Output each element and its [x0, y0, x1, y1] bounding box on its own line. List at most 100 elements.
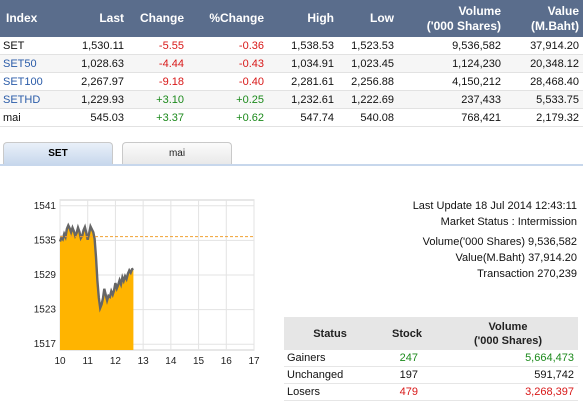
breadth-row-gainers: Gainers 247 5,664,473	[284, 350, 578, 367]
x-tick-label: 15	[193, 356, 205, 367]
breadth-stock-count: 479	[376, 383, 438, 401]
status-header: Status	[284, 317, 376, 350]
change-cell: -5.55	[128, 37, 188, 55]
last-cell: 1,229.93	[60, 90, 128, 109]
low-cell: 1,523.53	[338, 37, 398, 55]
y-tick-label: 1529	[34, 270, 57, 281]
change-cell: +3.37	[128, 108, 188, 127]
volume-cell: 9,536,582	[398, 37, 505, 55]
last-cell: 545.03	[60, 108, 128, 127]
high-cell: 2,281.61	[268, 72, 338, 91]
x-tick-label: 17	[248, 356, 260, 367]
col-index-header: Index	[0, 0, 60, 37]
chart-area-group	[58, 222, 254, 350]
col-high-header: High	[268, 0, 338, 37]
breadth-status-label: Unchanged	[284, 366, 376, 384]
change-cell: +3.10	[128, 90, 188, 109]
volume-cell: 237,433	[398, 90, 505, 109]
index-name-link[interactable]: SET100	[0, 72, 60, 91]
low-cell: 2,256.88	[338, 72, 398, 91]
index-name-link[interactable]: SET50	[0, 54, 60, 73]
col-volume-header: Volume ('000 Shares)	[398, 0, 505, 37]
col-volume-header-line2: ('000 Shares)	[426, 18, 501, 33]
chart-y-ticks: 1541 1535 1529 1523 1517	[34, 201, 57, 350]
breadth-volume-header-line1: Volume	[488, 320, 528, 333]
index-table-header: Index Last Change %Change High Low Volum…	[0, 0, 583, 37]
value-cell: 20,348.12	[505, 54, 583, 73]
breadth-volume-header: Volume ('000 Shares)	[438, 317, 578, 350]
market-info: Last Update 18 Jul 2014 12:43:11 Market …	[413, 198, 577, 282]
last-cell: 2,267.97	[60, 72, 128, 91]
pchange-cell: -0.40	[188, 72, 268, 91]
pchange-cell: +0.62	[188, 108, 268, 127]
breadth-row-losers: Losers 479 3,268,397	[284, 383, 578, 401]
breadth-volume: 5,664,473	[438, 350, 578, 367]
high-cell: 1,538.53	[268, 37, 338, 55]
y-tick-label: 1523	[34, 305, 57, 316]
col-last-header: Last	[60, 0, 128, 37]
breadth-row-unchanged: Unchanged 197 591,742	[284, 366, 578, 384]
y-tick-label: 1541	[34, 201, 57, 212]
breadth-volume: 3,268,397	[438, 383, 578, 401]
chart-area-fill	[60, 225, 134, 350]
breadth-status-label: Gainers	[284, 350, 376, 367]
market-breadth-header: Status Stock Volume ('000 Shares)	[284, 317, 578, 350]
volume-cell: 4,150,212	[398, 72, 505, 91]
value-cell: 5,533.75	[505, 90, 583, 109]
change-cell: -9.18	[128, 72, 188, 91]
value-text: Value(M.Baht) 37,914.20	[455, 252, 577, 264]
low-cell: 1,222.69	[338, 90, 398, 109]
intraday-chart: 1541 1535 1529 1523 1517 10 11 12 13 14 15 16 17	[34, 199, 260, 367]
breadth-volume-header-line2: ('000 Shares)	[473, 334, 543, 347]
change-cell: -4.44	[128, 54, 188, 73]
x-tick-label: 11	[83, 356, 94, 367]
index-name-link[interactable]: SETHD	[0, 90, 60, 109]
tab-set[interactable]: SET	[3, 142, 113, 165]
col-volume-header-line1: Volume	[458, 3, 501, 18]
transaction-text: Transaction 270,239	[477, 268, 577, 280]
chart-x-ticks: 10 11 12 13 14 15 16 17	[54, 356, 260, 367]
volume-cell: 768,421	[398, 108, 505, 127]
index-table: Index Last Change %Change High Low Volum…	[0, 0, 583, 127]
index-row-mai[interactable]: mai 545.03 +3.37 +0.62 547.74 540.08 768…	[0, 108, 583, 127]
col-low-header: Low	[338, 0, 398, 37]
x-tick-label: 10	[54, 356, 66, 367]
col-value-header-line2: (M.Baht)	[531, 18, 579, 33]
tab-divider	[0, 164, 583, 166]
index-row-set[interactable]: SET 1,530.11 -5.55 -0.36 1,538.53 1,523.…	[0, 37, 583, 55]
pchange-cell: +0.25	[188, 90, 268, 109]
volume-cell: 1,124,230	[398, 54, 505, 73]
breadth-stock-count: 247	[376, 350, 438, 367]
low-cell: 1,023.45	[338, 54, 398, 73]
col-value-header-line1: Value	[547, 3, 579, 18]
index-name-link[interactable]: mai	[0, 108, 60, 127]
market-status-text: Market Status : Intermission	[440, 216, 577, 228]
last-cell: 1,028.63	[60, 54, 128, 73]
index-row-set50[interactable]: SET50 1,028.63 -4.44 -0.43 1,034.91 1,02…	[0, 54, 583, 73]
x-tick-label: 12	[110, 356, 122, 367]
stock-header: Stock	[376, 317, 438, 350]
col-value-header: Value (M.Baht)	[505, 0, 583, 37]
breadth-stock-count: 197	[376, 366, 438, 384]
col-pchange-header: %Change	[188, 0, 268, 37]
x-tick-label: 14	[165, 356, 177, 367]
pchange-cell: -0.43	[188, 54, 268, 73]
value-cell: 37,914.20	[505, 37, 583, 55]
index-row-sethd[interactable]: SETHD 1,229.93 +3.10 +0.25 1,232.61 1,22…	[0, 90, 583, 109]
value-cell: 28,468.40	[505, 72, 583, 91]
volume-text: Volume('000 Shares) 9,536,582	[422, 236, 577, 248]
last-cell: 1,530.11	[60, 37, 128, 55]
breadth-status-label: Losers	[284, 383, 376, 401]
index-row-set100[interactable]: SET100 2,267.97 -9.18 -0.40 2,281.61 2,2…	[0, 72, 583, 91]
x-tick-label: 13	[138, 356, 150, 367]
value-cell: 2,179.32	[505, 108, 583, 127]
index-name-link[interactable]: SET	[0, 37, 60, 55]
col-change-header: Change	[128, 0, 188, 37]
y-tick-label: 1535	[34, 235, 57, 246]
last-update-text: Last Update 18 Jul 2014 12:43:11	[412, 200, 577, 212]
x-tick-label: 16	[221, 356, 233, 367]
tab-mai[interactable]: mai	[122, 142, 232, 165]
high-cell: 1,034.91	[268, 54, 338, 73]
pchange-cell: -0.36	[188, 37, 268, 55]
y-tick-label: 1517	[34, 339, 57, 350]
